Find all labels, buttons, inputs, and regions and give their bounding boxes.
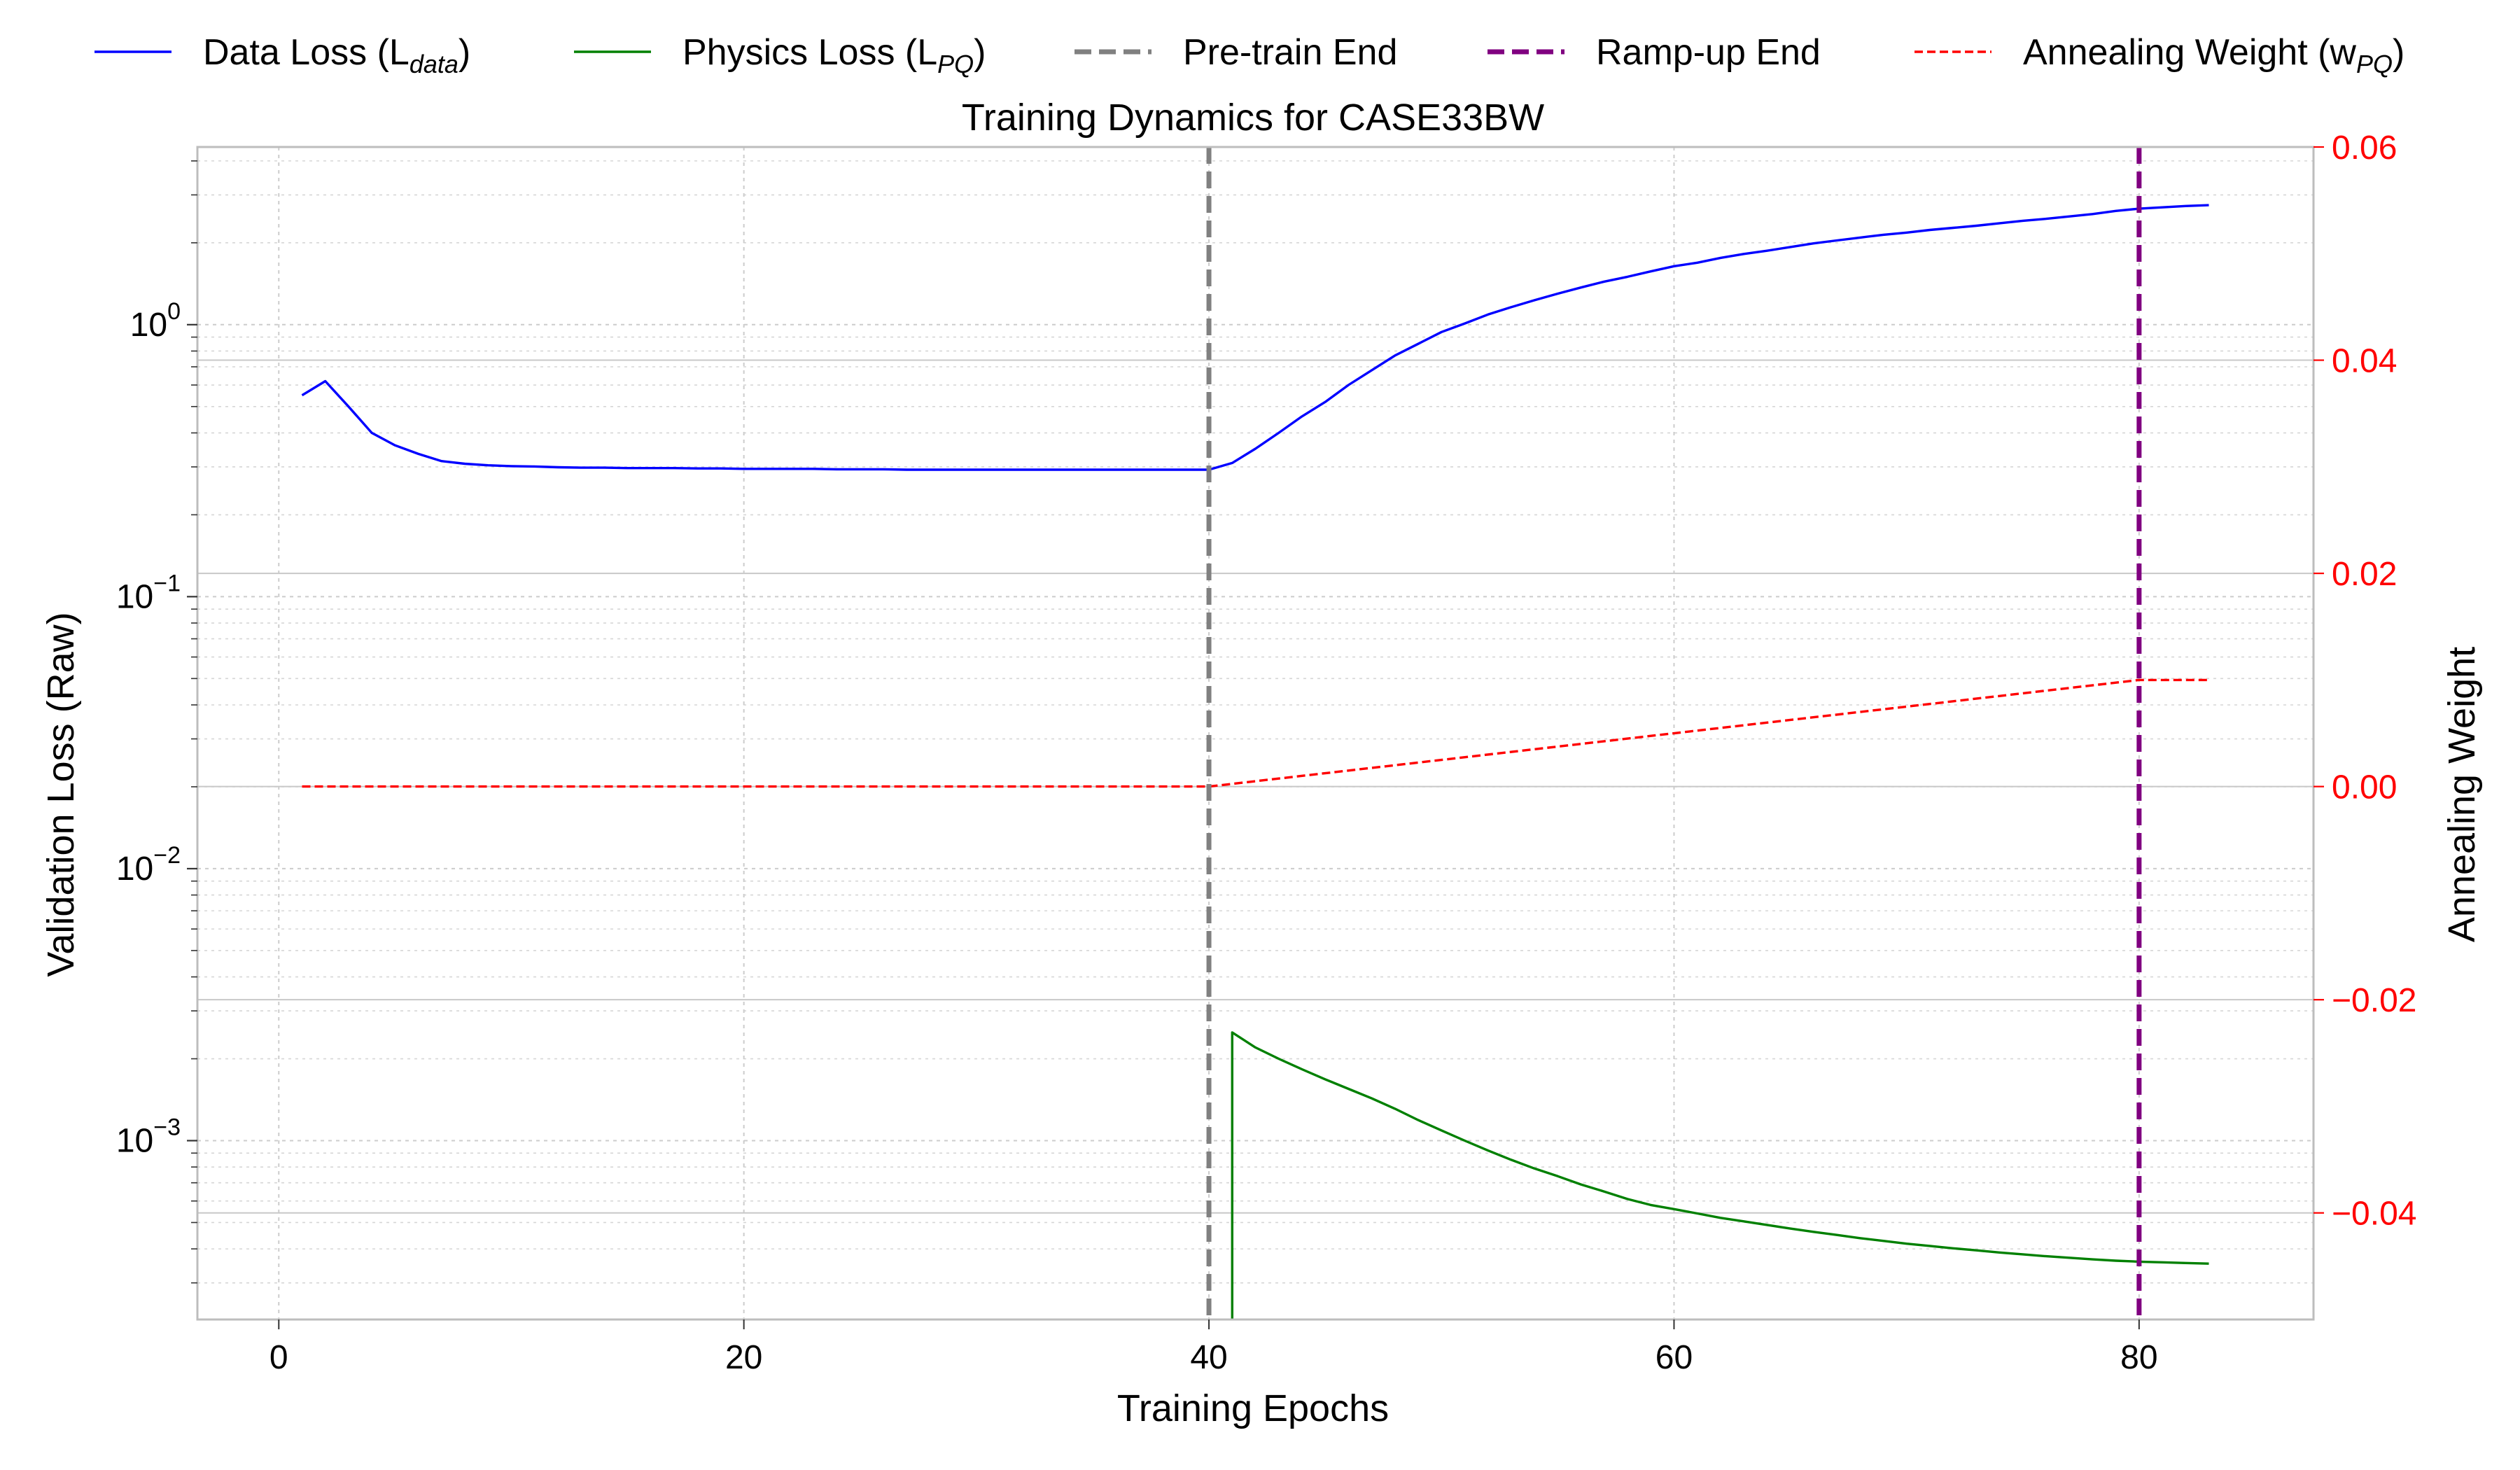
y-right-tick-label: −0.02 xyxy=(2332,982,2416,1019)
x-tick-label: 60 xyxy=(1656,1339,1693,1376)
y-right-tick-label: 0.02 xyxy=(2332,556,2397,593)
y-right-tick-label: −0.04 xyxy=(2332,1196,2416,1233)
y-left-tick-label: 10−3 xyxy=(116,1114,181,1159)
y-right-tick-label: 0.04 xyxy=(2332,343,2397,380)
y-right-tick-label: 0.00 xyxy=(2332,769,2397,806)
x-tick-label: 80 xyxy=(2120,1339,2157,1376)
x-tick-label: 20 xyxy=(725,1339,762,1376)
plot-frame xyxy=(196,146,2315,1321)
y-axis-left: 100 10−1 10−2 10−3 xyxy=(116,160,197,1284)
x-tick-label: 0 xyxy=(270,1339,288,1376)
legend-label: Ramp-up End xyxy=(1596,32,1821,73)
legend-label: Physics Loss (LPQ) xyxy=(682,32,986,78)
plot-area xyxy=(196,146,2315,1321)
data-loss-line xyxy=(301,204,2209,471)
annealing-weight-line xyxy=(302,678,2209,788)
y-axis-right: 0.06 0.04 0.02 0.00 −0.02 −0.04 xyxy=(2314,130,2416,1233)
y-axis-label-right: Annealing Weight xyxy=(2441,647,2483,942)
y-axis-label-left: Validation Loss (Raw) xyxy=(40,612,82,976)
x-axis-label: Training Epochs xyxy=(1117,1387,1389,1429)
series-layer xyxy=(301,147,2209,1320)
legend-label: Data Loss (Ldata) xyxy=(203,32,470,78)
legend: Data Loss (Ldata) Physics Loss (LPQ) Pre-t… xyxy=(94,32,2404,78)
legend-label: Annealing Weight (wPQ) xyxy=(2023,32,2404,78)
legend-label: Pre-train End xyxy=(1183,32,1397,73)
y-left-tick-label: 100 xyxy=(130,298,181,344)
minor-grid xyxy=(197,160,2314,1284)
y-right-tick-label: 0.06 xyxy=(2332,130,2397,167)
x-tick-label: 40 xyxy=(1190,1339,1227,1376)
physics-loss-line xyxy=(1231,1031,2209,1320)
x-axis: 0 20 40 60 80 xyxy=(270,1320,2158,1376)
y-left-tick-label: 10−2 xyxy=(116,842,181,888)
chart-title: Training Dynamics for CASE33BW xyxy=(962,97,1544,139)
y-left-tick-label: 10−1 xyxy=(116,570,181,615)
